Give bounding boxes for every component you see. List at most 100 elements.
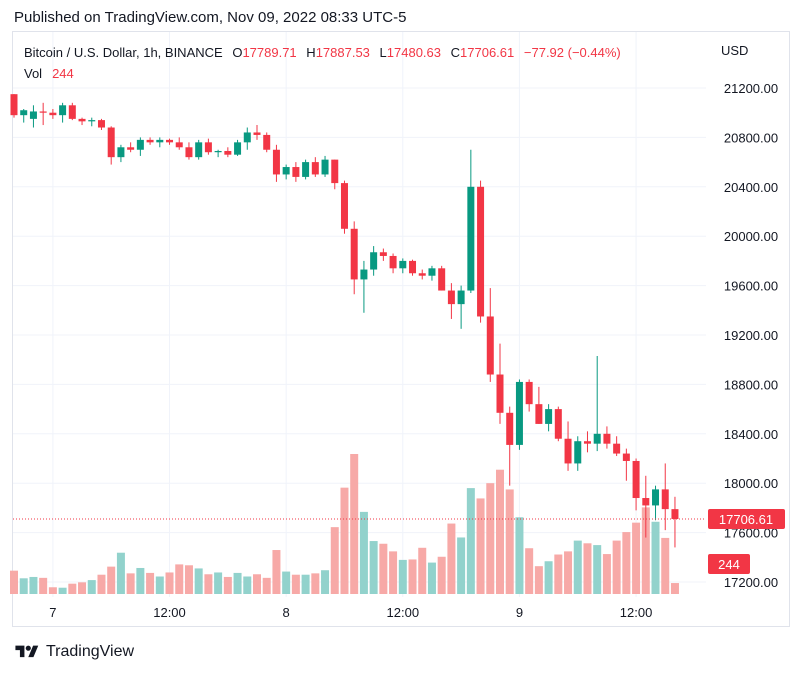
candle-body xyxy=(68,105,76,119)
candle-body xyxy=(20,110,28,116)
candle-body xyxy=(360,269,368,280)
volume-bar xyxy=(632,522,641,594)
candle xyxy=(457,285,465,329)
volume-bars xyxy=(10,454,679,594)
candle-body xyxy=(185,147,193,158)
candle xyxy=(632,458,640,511)
candle-body xyxy=(574,441,582,464)
volume-bar xyxy=(184,565,193,594)
volume-bar xyxy=(165,572,174,594)
y-tick-label: 17600.00 xyxy=(724,526,778,541)
candle xyxy=(68,102,76,121)
candle xyxy=(136,137,144,156)
currency-label[interactable]: USD xyxy=(721,43,749,58)
candle xyxy=(39,102,47,126)
candle-body xyxy=(292,167,300,177)
candle-body xyxy=(642,498,650,506)
footer-brand[interactable]: TradingView xyxy=(14,643,134,661)
candle-body xyxy=(545,409,553,424)
x-tick-label: 12:00 xyxy=(153,605,186,620)
volume-bar xyxy=(214,572,223,594)
volume-bar xyxy=(447,523,456,594)
candle xyxy=(515,379,523,450)
volume-bar xyxy=(340,487,349,594)
candle xyxy=(399,258,407,274)
candle xyxy=(88,117,96,127)
volume-bar xyxy=(369,541,378,594)
candle-body xyxy=(379,252,387,256)
candle-body xyxy=(486,316,494,375)
candle xyxy=(428,265,436,281)
candle-body xyxy=(350,228,358,280)
candle xyxy=(20,108,28,123)
volume-bar xyxy=(622,532,631,594)
volume-bar xyxy=(330,527,339,594)
candle xyxy=(302,159,310,180)
tradingview-logo-icon xyxy=(15,645,39,658)
candle-body xyxy=(311,162,319,175)
volume-bar xyxy=(670,583,679,594)
volume-bar xyxy=(87,580,96,594)
candle xyxy=(340,180,348,234)
volume-bar xyxy=(593,545,602,594)
candle-body xyxy=(29,111,37,119)
candle xyxy=(156,137,164,148)
candle-body xyxy=(613,443,621,454)
candle xyxy=(214,149,222,158)
volume-bar xyxy=(457,537,466,594)
candle-body xyxy=(302,162,310,177)
volume-bar xyxy=(661,537,670,594)
symbol-name[interactable]: Bitcoin / U.S. Dollar, 1h, BINANCE xyxy=(24,45,223,60)
candle xyxy=(59,102,67,123)
volume-bar xyxy=(253,574,261,594)
candle-body xyxy=(107,127,115,158)
candle xyxy=(652,485,660,521)
volume-bar xyxy=(641,507,650,594)
close-value: 17706.61 xyxy=(460,45,515,60)
candle xyxy=(477,180,485,323)
candle xyxy=(506,406,514,486)
candle-body xyxy=(136,139,144,150)
y-tick-label: 18800.00 xyxy=(724,377,778,392)
candle xyxy=(234,139,242,156)
volume-bar xyxy=(48,587,57,594)
volume-bar xyxy=(486,483,495,594)
volume-bar xyxy=(408,559,417,594)
volume-bar xyxy=(155,576,164,594)
candle-body xyxy=(195,142,203,158)
candle-body xyxy=(10,94,18,116)
candle xyxy=(593,355,601,452)
volume-bar xyxy=(496,469,504,594)
candle xyxy=(272,144,280,182)
candle-body xyxy=(554,409,562,439)
candle xyxy=(486,288,494,382)
y-tick-label: 20400.00 xyxy=(724,180,778,195)
volume-bar xyxy=(379,543,388,594)
candle xyxy=(195,139,203,160)
volume-bar xyxy=(116,552,125,594)
candle-body xyxy=(146,139,154,143)
candle xyxy=(545,404,553,432)
volume-label[interactable]: Vol xyxy=(24,66,43,81)
candle xyxy=(175,137,183,150)
candle xyxy=(97,118,105,130)
volume-bar xyxy=(175,564,184,594)
volume-bar xyxy=(223,576,232,594)
candle-body xyxy=(263,134,271,150)
candle xyxy=(204,138,212,155)
open-label: O xyxy=(232,45,243,60)
price-axis: 21200.00 20800.00 20400.00 20000.00 19600.00… xyxy=(724,81,778,590)
candle xyxy=(379,248,387,261)
volume-bar xyxy=(97,574,106,594)
candle xyxy=(49,108,57,119)
candle xyxy=(117,144,125,163)
volume-bar xyxy=(282,571,291,594)
candle xyxy=(409,259,417,276)
candle xyxy=(127,142,135,153)
candle-body xyxy=(409,260,417,274)
volume-bar xyxy=(418,547,427,594)
candle xyxy=(564,421,572,471)
last-volume-label: 244 xyxy=(718,557,740,572)
candle xyxy=(574,436,582,471)
